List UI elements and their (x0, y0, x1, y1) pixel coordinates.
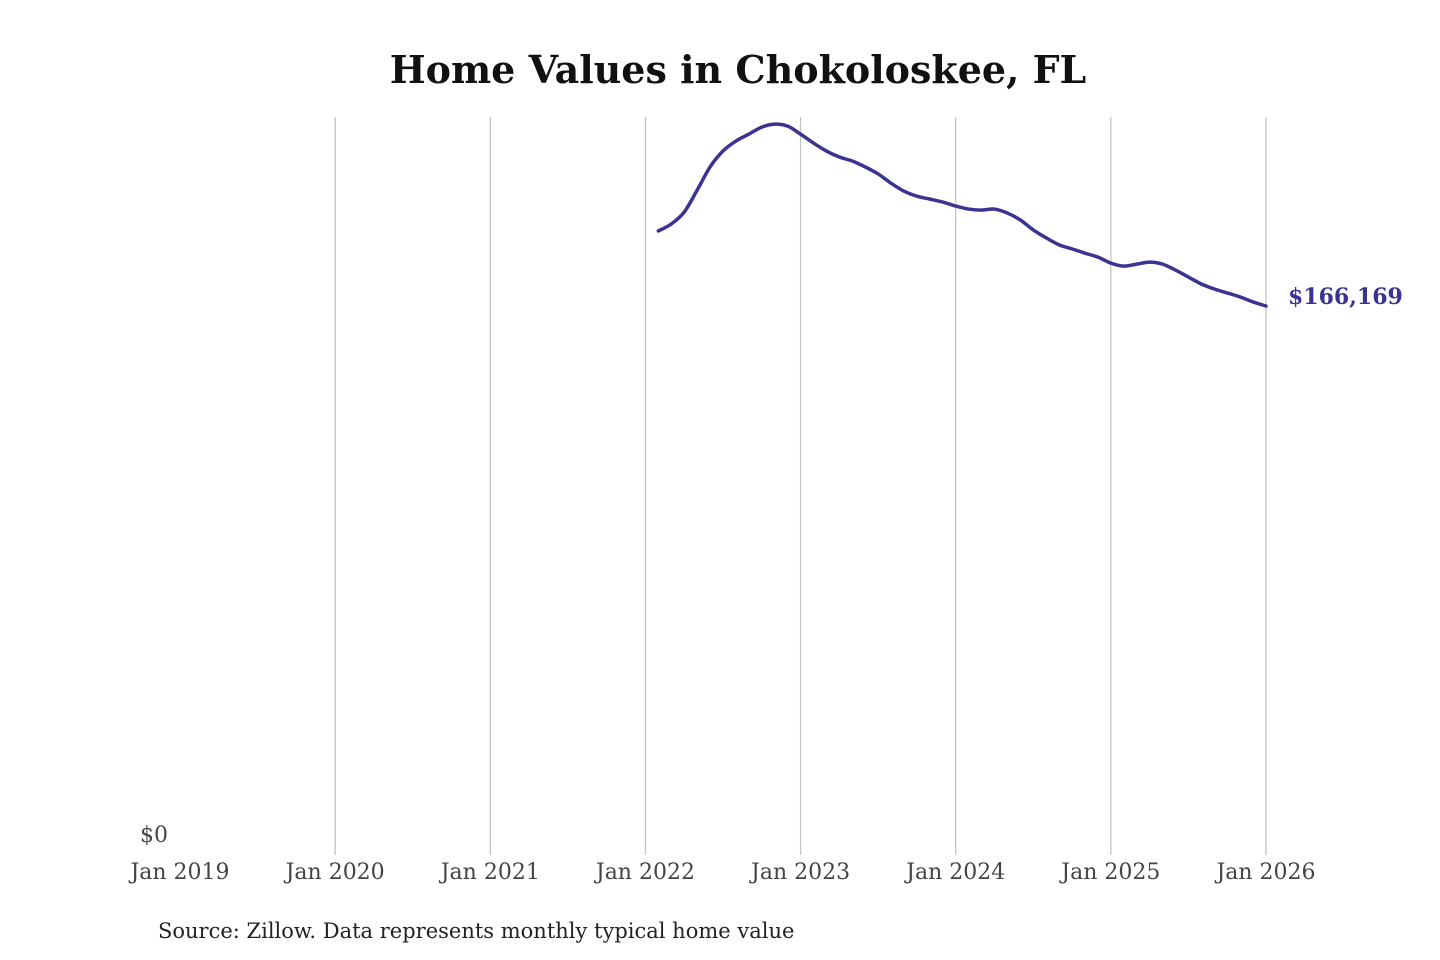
series-line (656, 122, 1268, 308)
x-tick-label: Jan 2026 (1214, 860, 1315, 885)
x-tick-label: Jan 2025 (1059, 860, 1160, 885)
source-note: Source: Zillow. Data represents monthly … (158, 919, 794, 943)
chart-title: Home Values in Chokoloskee, FL (390, 47, 1087, 92)
x-tick-label: Jan 2024 (904, 860, 1005, 885)
end-value-label: $166,169 (1288, 284, 1403, 310)
y-tick-label: $0 (140, 823, 168, 848)
x-tick-label: Jan 2021 (439, 860, 540, 885)
x-tick-label: Jan 2020 (284, 860, 385, 885)
x-tick-label: Jan 2022 (594, 860, 695, 885)
x-tick-label: Jan 2019 (128, 860, 229, 885)
x-tick-label: Jan 2023 (749, 860, 850, 885)
